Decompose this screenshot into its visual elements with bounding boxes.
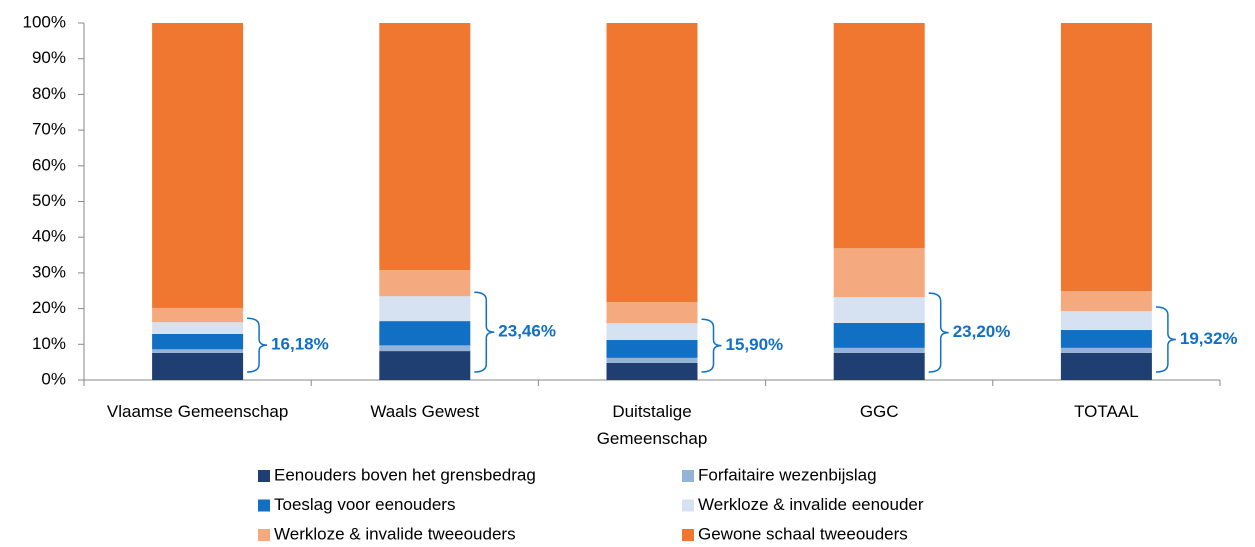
y-tick-label: 20% xyxy=(32,298,66,317)
annotation: 23,46% xyxy=(498,322,556,341)
bar-segment xyxy=(833,248,925,298)
bar-segment xyxy=(379,270,471,297)
legend-label: Toeslag voor eenouders xyxy=(274,495,455,514)
y-tick-label: 90% xyxy=(32,48,66,67)
bar-segment xyxy=(833,23,925,249)
bracket xyxy=(701,318,722,373)
x-tick-label: TOTAAL xyxy=(1074,402,1139,421)
bar-segment xyxy=(1060,347,1152,353)
legend-swatch xyxy=(682,499,694,512)
y-tick-label: 80% xyxy=(32,84,66,103)
y-tick-label: 60% xyxy=(32,155,66,174)
annotation: 16,18% xyxy=(271,335,329,354)
bar-segment xyxy=(379,296,471,322)
x-tick-label: Vlaamse Gemeenschap xyxy=(106,402,289,421)
legend-label: Werkloze & invalide eenouder xyxy=(698,495,924,514)
bar-segment xyxy=(1060,291,1152,312)
bar-segment xyxy=(606,23,698,303)
bar-segment xyxy=(1060,330,1152,348)
bar-segment xyxy=(152,333,244,350)
bar-segment xyxy=(1060,23,1152,292)
y-tick-label: 50% xyxy=(32,191,66,210)
annotation: 19,32% xyxy=(1180,329,1238,348)
bar-segment xyxy=(833,297,925,323)
bar-segment xyxy=(379,23,471,271)
bar-segment xyxy=(379,345,471,352)
legend-swatch xyxy=(258,499,270,512)
bracket xyxy=(1155,306,1176,373)
y-tick-label: 10% xyxy=(32,334,66,353)
bracket xyxy=(247,317,268,373)
bar-segment xyxy=(379,351,471,380)
bar-segment xyxy=(1060,352,1152,380)
bracket xyxy=(474,291,495,373)
bar-segment xyxy=(606,302,698,324)
y-tick-label: 40% xyxy=(32,227,66,246)
bar-segment xyxy=(833,347,925,353)
x-tick-label: Duitstalige Gemeenschap xyxy=(596,402,708,448)
bar-segment xyxy=(152,322,244,334)
legend-label: Werkloze & invalide tweeouders xyxy=(274,524,516,543)
bar-segment xyxy=(152,349,244,353)
annotation: 15,90% xyxy=(726,335,784,354)
bar-segment xyxy=(152,307,244,323)
legend-swatch xyxy=(258,470,270,482)
bracket xyxy=(928,292,949,373)
annotation: 23,20% xyxy=(953,322,1011,341)
bar-segment xyxy=(379,321,471,346)
y-tick-label: 100% xyxy=(23,12,66,31)
bar-segment xyxy=(833,352,925,380)
bar-segment xyxy=(1060,311,1152,331)
y-tick-label: 0% xyxy=(41,369,66,388)
legend-swatch xyxy=(258,529,270,541)
bar-segment xyxy=(606,357,698,363)
bar-segment xyxy=(833,322,925,348)
legend-swatch xyxy=(682,470,694,482)
legend-swatch xyxy=(682,529,694,541)
bar-segment xyxy=(606,362,698,380)
bar-segment xyxy=(606,340,698,358)
y-tick-label: 70% xyxy=(32,120,66,139)
legend-label: Eenouders boven het grensbedrag xyxy=(274,465,536,484)
x-tick-label: GGC xyxy=(859,402,899,421)
bar-segment xyxy=(606,323,698,341)
legend-label: Forfaitaire wezenbijslag xyxy=(698,465,877,484)
legend-label: Gewone schaal tweeouders xyxy=(698,524,908,543)
x-tick-label: Waals Gewest xyxy=(370,402,480,421)
y-tick-label: 30% xyxy=(32,262,66,281)
bar-segment xyxy=(152,352,244,380)
bar-segment xyxy=(152,23,244,308)
